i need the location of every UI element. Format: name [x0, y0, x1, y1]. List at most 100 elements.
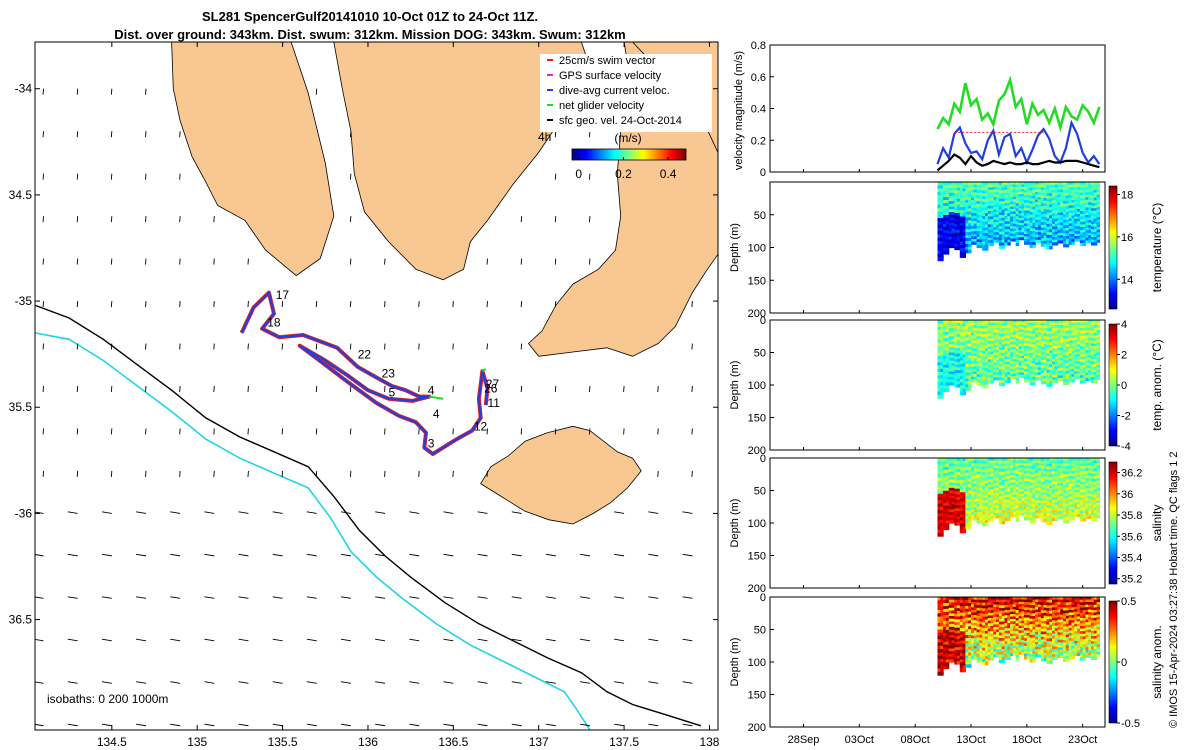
section-cell	[1038, 347, 1042, 351]
section-cell	[951, 618, 955, 622]
section-cell	[1021, 218, 1025, 221]
section-cell	[1074, 472, 1078, 476]
section-cell	[945, 617, 950, 622]
section-cell	[1071, 226, 1075, 230]
section-cell	[1043, 198, 1047, 202]
section-cell	[1091, 515, 1095, 519]
section-cell	[1015, 229, 1020, 233]
section-cell	[1024, 223, 1028, 227]
section-cell	[1010, 511, 1014, 515]
section-cell	[979, 341, 983, 345]
section-cell	[973, 473, 978, 477]
section-cell	[965, 196, 969, 201]
section-cell	[945, 614, 950, 619]
section-cell	[1029, 182, 1033, 186]
section-cell	[1052, 221, 1056, 225]
section-cell	[996, 458, 1000, 462]
section-cell	[985, 196, 989, 200]
section-cell	[1071, 239, 1075, 243]
section-cell	[1004, 187, 1008, 191]
section-cell	[1065, 238, 1070, 242]
section-cell	[985, 503, 989, 507]
section-cell	[1018, 194, 1022, 197]
section-cell	[1012, 341, 1017, 345]
section-cell	[1088, 465, 1092, 469]
section-cell	[954, 336, 958, 341]
section-cell	[1079, 240, 1084, 244]
section-cell	[1071, 200, 1075, 204]
section-cell	[1015, 510, 1020, 514]
section-cell	[979, 368, 983, 373]
section-cell	[957, 184, 961, 189]
section-cell	[965, 182, 969, 186]
section-cell	[957, 633, 961, 637]
section-cell	[976, 225, 980, 229]
section-cell	[957, 483, 961, 487]
section-cell	[1012, 233, 1017, 237]
section-cell	[1021, 189, 1025, 193]
section-cell	[943, 608, 947, 613]
section-cell	[1018, 348, 1022, 352]
section-cell	[987, 463, 992, 467]
section-cell	[1085, 493, 1089, 497]
section-cell	[1026, 338, 1031, 342]
section-cell	[985, 511, 989, 515]
section-cell	[1082, 227, 1087, 231]
section-cell	[1052, 374, 1056, 378]
current-vector	[101, 723, 112, 727]
section-cell	[1085, 367, 1089, 371]
section-cell	[1007, 502, 1011, 506]
section-cell	[985, 336, 989, 341]
section-cell	[1029, 477, 1033, 481]
section-cell	[1040, 203, 1045, 207]
section-cell	[973, 597, 978, 601]
section-cell	[1035, 377, 1039, 381]
section-cell	[998, 242, 1003, 246]
section-cell	[973, 374, 978, 378]
section-cell	[1038, 325, 1042, 329]
section-cell	[971, 620, 975, 624]
section-cell	[971, 612, 975, 616]
section-cell	[945, 224, 950, 228]
section-cell	[1026, 488, 1031, 493]
section-cell	[968, 320, 972, 324]
section-cell	[1035, 477, 1039, 481]
section-cell	[940, 218, 944, 222]
section-cell	[957, 460, 961, 465]
section-cell	[1018, 343, 1022, 347]
section-cell	[1038, 202, 1042, 206]
section-cell	[1026, 478, 1031, 482]
section-cell	[1057, 483, 1061, 487]
section-cell	[1093, 327, 1098, 331]
section-cell	[1074, 233, 1078, 237]
section-cell	[1091, 231, 1095, 235]
section-cell	[1026, 483, 1031, 487]
section-cell	[979, 659, 983, 663]
section-cell	[1063, 241, 1067, 245]
section-cell	[987, 213, 992, 217]
section-cell	[1021, 469, 1025, 473]
section-cell	[973, 463, 978, 467]
section-cell	[1077, 458, 1081, 461]
section-cell	[968, 658, 972, 662]
section-cell	[945, 379, 950, 384]
section-cell	[1052, 379, 1056, 383]
section-cell	[998, 466, 1003, 470]
section-colorbar-label: temperature (°C)	[1150, 203, 1164, 293]
section-cell	[954, 619, 958, 623]
section-cell	[1001, 234, 1006, 238]
section-cell	[1054, 484, 1059, 488]
section-cell	[1032, 198, 1036, 202]
section-cell	[1010, 216, 1014, 220]
section-cell	[985, 384, 989, 389]
section-cell	[1085, 357, 1089, 361]
section-cell	[1038, 184, 1042, 188]
section-cell	[1040, 187, 1045, 191]
section-cell	[957, 345, 961, 349]
section-cell	[985, 458, 989, 462]
section-cell	[1071, 468, 1075, 472]
section-cell	[959, 391, 964, 396]
section-cell	[976, 490, 980, 494]
section-cell	[1010, 206, 1014, 210]
section-cell	[1029, 479, 1033, 483]
